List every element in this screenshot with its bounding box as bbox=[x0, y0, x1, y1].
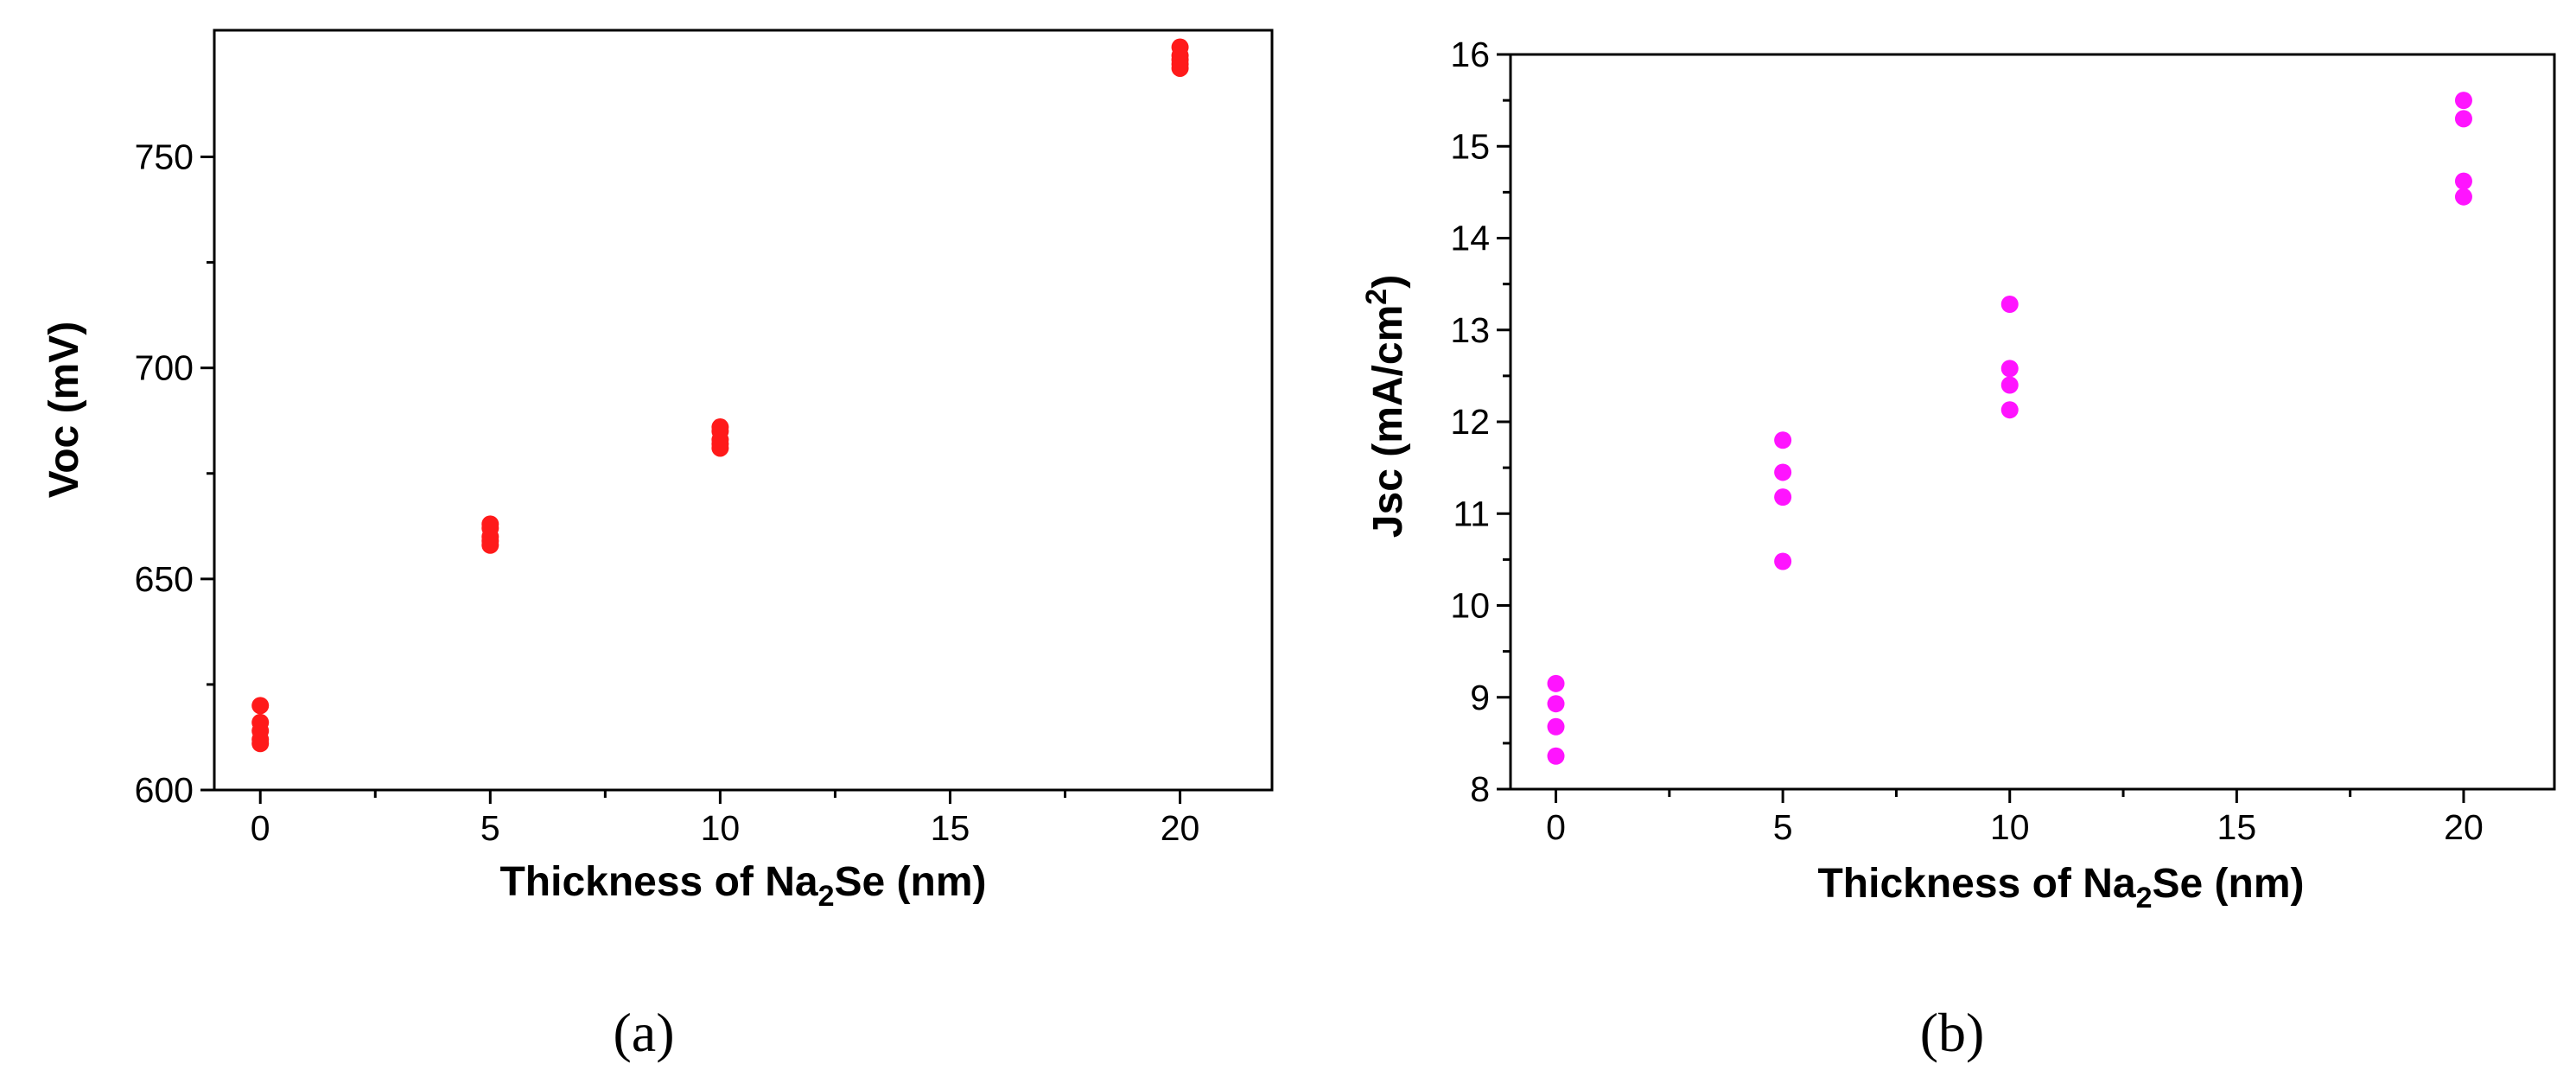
panel-b-data-point bbox=[2000, 360, 2019, 378]
panel-b-xtick-label: 20 bbox=[2444, 807, 2484, 847]
panel-b-data-point bbox=[1547, 674, 1565, 692]
panel-b-xlabel: Thickness of Na2Se (nm) bbox=[1817, 861, 2304, 914]
panel-b-xtick-label: 0 bbox=[1546, 807, 1566, 847]
panel-b-ytick-label: 16 bbox=[1450, 35, 1490, 74]
panel-b-xlabel-tail: Se (nm) bbox=[2153, 861, 2305, 907]
panel-b-ylabel-main: Jsc (mA/cm bbox=[1365, 305, 1411, 538]
panel-a-ylabel: Voc (mV) bbox=[41, 322, 87, 498]
panel-a-data-point bbox=[481, 536, 499, 554]
panel-b-data-point bbox=[2454, 172, 2472, 190]
panel-b-data-point bbox=[1774, 488, 1792, 506]
panel-b-ylabel-sup: 2 bbox=[1360, 289, 1393, 305]
panel-a-ylabel-main: Voc (mV) bbox=[41, 322, 87, 498]
panel-a-xtick-label: 20 bbox=[1161, 808, 1200, 848]
panel-b-ytick-label: 13 bbox=[1450, 310, 1490, 350]
panel-b-label-text: (b) bbox=[1920, 1002, 1985, 1063]
panel-a-plot-frame bbox=[213, 29, 1274, 792]
panel-a-xlabel-tail: Se (nm) bbox=[835, 859, 987, 905]
panel-b-ytick-label: 10 bbox=[1450, 586, 1490, 626]
panel-a-xlabel-sub: 2 bbox=[818, 880, 835, 913]
panel-b-xtick-label: 5 bbox=[1773, 807, 1793, 847]
panel-a-label-text: (a) bbox=[613, 1002, 674, 1063]
panel-b-data-point bbox=[2000, 401, 2019, 419]
panel-a-xtick-label: 0 bbox=[251, 808, 270, 848]
panel-b-label: (b) bbox=[1920, 1002, 1985, 1063]
panel-a-points bbox=[251, 38, 1189, 753]
panel-a-xtick-label: 5 bbox=[480, 808, 500, 848]
panel-a-data-point bbox=[1171, 59, 1189, 77]
panel-a-ytick-label: 650 bbox=[135, 559, 194, 599]
panel-b-plot-frame bbox=[1509, 53, 2556, 791]
panel-a-xlabel-main: Thickness of Na bbox=[499, 859, 817, 905]
panel-a-ytick-label: 700 bbox=[135, 348, 194, 388]
panel-b-data-point bbox=[1547, 695, 1565, 713]
panel-b-xlabel-main: Thickness of Na bbox=[1817, 861, 2135, 907]
panel-a-label: (a) bbox=[613, 1002, 674, 1063]
panel-a-xtick-label: 15 bbox=[931, 808, 970, 848]
panel-a-ticks: 0 5 10 15 20 600 650 700 750 bbox=[135, 137, 1200, 849]
panel-b-data-point bbox=[1547, 747, 1565, 765]
panel-b-data-point bbox=[1774, 463, 1792, 481]
panel-b-data-point bbox=[1547, 717, 1565, 736]
panel-b-ytick-label: 15 bbox=[1450, 126, 1490, 166]
panel-b-data-point bbox=[2000, 296, 2019, 313]
panel-a-xtick-label: 10 bbox=[701, 808, 741, 848]
panel-b-ticks: 0 5 10 15 20 8 9 10 11 12 13 14 15 16 bbox=[1450, 35, 2483, 847]
panel-b-ylabel: Jsc (mA/cm2) bbox=[1360, 275, 1411, 538]
panel-a-data-point bbox=[711, 439, 729, 457]
panel-b-ytick-label: 12 bbox=[1450, 402, 1490, 442]
panel-b-data-point bbox=[2454, 92, 2472, 110]
panel-b-points bbox=[1547, 92, 2472, 765]
panel-a-ytick-label: 600 bbox=[135, 770, 194, 810]
panel-b-data-point bbox=[1774, 431, 1792, 449]
panel-b-data-point bbox=[2000, 376, 2019, 394]
panel-a-data-point bbox=[251, 697, 270, 715]
panel-a-ytick-label: 750 bbox=[135, 137, 194, 177]
panel-b-ylabel-tail: ) bbox=[1365, 275, 1411, 289]
panel-b-ytick-label: 14 bbox=[1450, 219, 1490, 258]
panel-b-data-point bbox=[1774, 552, 1792, 570]
panel-b-xtick-label: 15 bbox=[2217, 807, 2257, 847]
panel-b-ytick-label: 9 bbox=[1470, 678, 1490, 717]
panel-b-ytick-label: 11 bbox=[1453, 494, 1490, 533]
panel-b-data-point bbox=[2454, 188, 2472, 206]
panel-a-data-point bbox=[251, 735, 270, 753]
panel-a-voc-chart: 0 5 10 15 20 600 650 700 750 Voc (mV) Thickness … bbox=[41, 29, 1274, 1063]
panel-b-xlabel-sub: 2 bbox=[2136, 882, 2153, 914]
panel-b-xtick-label: 10 bbox=[1990, 807, 2030, 847]
panel-b-data-point bbox=[2454, 110, 2472, 128]
panel-a-xlabel: Thickness of Na2Se (nm) bbox=[499, 859, 986, 913]
panel-b-ytick-label: 8 bbox=[1470, 769, 1490, 809]
